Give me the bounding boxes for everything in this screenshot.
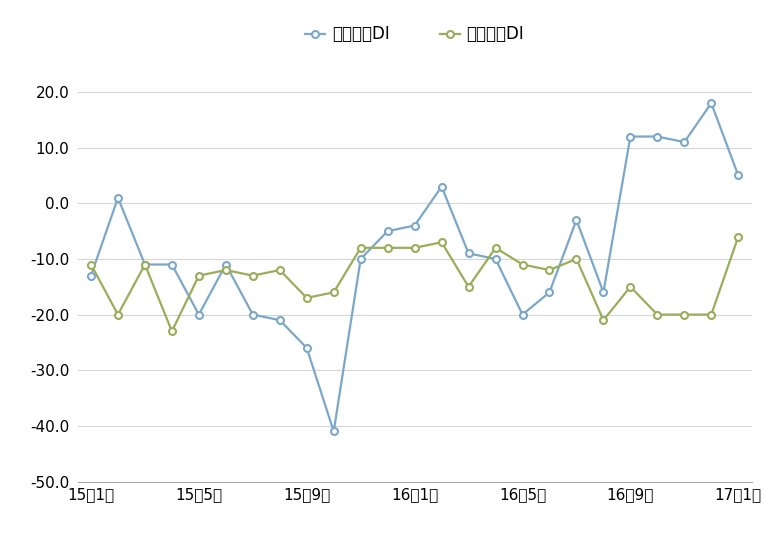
全業種計DI: [195, 272, 204, 279]
全業種計DI: [437, 239, 446, 246]
全業種計DI: [572, 256, 581, 262]
全業種計DI: [248, 272, 257, 279]
道路貨物DI: [464, 250, 474, 257]
道路貨物DI: [707, 100, 716, 106]
全業種計DI: [518, 261, 527, 268]
道路貨物DI: [248, 311, 257, 318]
全業種計DI: [302, 295, 312, 301]
道路貨物DI: [275, 317, 284, 323]
道路貨物DI: [680, 139, 689, 146]
全業種計DI: [410, 244, 419, 251]
道路貨物DI: [491, 256, 500, 262]
道路貨物DI: [625, 133, 635, 140]
道路貨物DI: [329, 428, 339, 434]
道路貨物DI: [356, 256, 365, 262]
全業種計DI: [464, 284, 474, 290]
道路貨物DI: [518, 311, 527, 318]
全業種計DI: [734, 233, 743, 240]
全業種計DI: [86, 261, 95, 268]
道路貨物DI: [572, 217, 581, 223]
道路貨物DI: [653, 133, 662, 140]
全業種計DI: [329, 289, 339, 295]
全業種計DI: [653, 311, 662, 318]
道路貨物DI: [86, 272, 95, 279]
道路貨物DI: [140, 261, 150, 268]
道路貨物DI: [167, 261, 177, 268]
全業種計DI: [599, 317, 608, 323]
Line: 全業種計DI: 全業種計DI: [88, 233, 742, 335]
全業種計DI: [707, 311, 716, 318]
道路貨物DI: [113, 195, 122, 201]
全業種計DI: [221, 267, 230, 273]
全業種計DI: [491, 244, 500, 251]
道路貨物DI: [302, 345, 312, 351]
Line: 道路貨物DI: 道路貨物DI: [88, 100, 742, 435]
全業種計DI: [356, 244, 365, 251]
道路貨物DI: [383, 228, 392, 234]
道路貨物DI: [221, 261, 230, 268]
道路貨物DI: [599, 289, 608, 295]
道路貨物DI: [437, 184, 446, 190]
全業種計DI: [680, 311, 689, 318]
全業種計DI: [113, 311, 122, 318]
全業種計DI: [383, 244, 392, 251]
全業種計DI: [140, 261, 150, 268]
全業種計DI: [275, 267, 284, 273]
道路貨物DI: [545, 289, 554, 295]
全業種計DI: [167, 328, 177, 334]
全業種計DI: [545, 267, 554, 273]
道路貨物DI: [195, 311, 204, 318]
全業種計DI: [625, 284, 635, 290]
Legend: 道路貨物DI, 全業種計DI: 道路貨物DI, 全業種計DI: [298, 18, 531, 50]
道路貨物DI: [410, 223, 419, 229]
道路貨物DI: [734, 172, 743, 179]
